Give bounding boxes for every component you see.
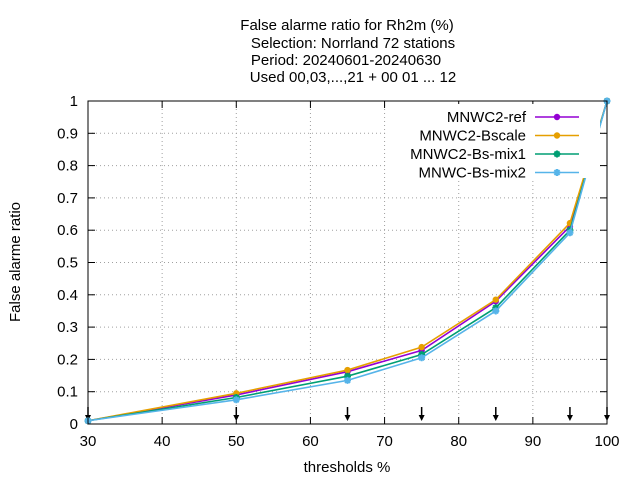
x-tick-label: 30 — [80, 433, 97, 450]
y-tick-label: 0.5 — [57, 255, 78, 272]
chart-title: False alarme ratio for Rh2m (%) Selectio… — [240, 17, 456, 86]
data-point — [492, 296, 499, 303]
data-point — [492, 307, 500, 315]
x-tick-label: 100 — [594, 433, 619, 450]
threshold-marker-arrow — [233, 415, 240, 421]
x-axis-label: thresholds % — [304, 459, 391, 476]
x-tick-label: 50 — [228, 433, 245, 450]
y-tick-label: 0.3 — [57, 319, 78, 336]
title-line-1: False alarme ratio for Rh2m (%) — [240, 17, 453, 34]
data-point — [344, 366, 351, 374]
legend-label: MNWC2-ref — [447, 109, 527, 126]
axis-ticks: 0 0.1 0.2 0.3 0.4 0.5 0.6 0.7 0.8 0.9 1 30 40 50 60 70 8… — [57, 93, 619, 450]
data-point — [566, 229, 574, 237]
title-line-2: Selection: Norrland 72 stations — [251, 35, 455, 52]
threshold-marker-arrow — [566, 415, 573, 421]
x-tick-label: 90 — [525, 433, 542, 450]
threshold-marker-arrow — [418, 415, 425, 421]
legend-item: MNWC2-ref — [447, 109, 579, 126]
legend-marker — [553, 169, 561, 176]
y-axis-label: False alarme ratio — [7, 202, 24, 322]
legend-item: MNWC2-Bscale — [419, 128, 579, 145]
x-tick-label: 70 — [376, 433, 393, 450]
plot-border — [87, 100, 608, 425]
y-tick-label: 0.6 — [57, 222, 78, 239]
data-point — [418, 354, 426, 362]
y-tick-label: 0.1 — [57, 384, 78, 401]
legend-marker — [553, 150, 561, 158]
y-tick-label: 1 — [70, 93, 78, 110]
threshold-marker-arrow — [344, 415, 351, 421]
threshold-marker-arrow — [492, 415, 499, 421]
legend-label: MNWC2-Bs-mix1 — [410, 146, 526, 163]
y-tick-label: 0 — [70, 416, 78, 433]
data-point — [232, 396, 240, 404]
title-line-4: Used 00,03,...,21 + 00 01 ... 12 — [250, 69, 456, 86]
legend-label: MNWC-Bs-mix2 — [419, 165, 526, 182]
legend-item: MNWC2-Bs-mix1 — [410, 146, 579, 163]
legend-marker — [553, 113, 561, 121]
legend-marker — [553, 132, 561, 139]
data-point — [344, 372, 351, 380]
x-tick-label: 40 — [154, 433, 171, 450]
x-tick-label: 80 — [450, 433, 467, 450]
y-tick-label: 0.9 — [57, 125, 78, 142]
data-point — [344, 376, 351, 384]
legend-label: MNWC2-Bscale — [419, 128, 526, 145]
y-tick-label: 0.2 — [57, 351, 78, 368]
title-line-3: Period: 20240601-20240630 — [251, 52, 441, 69]
x-tick-label: 60 — [302, 433, 319, 450]
y-tick-label: 0.7 — [57, 190, 78, 207]
y-tick-label: 0.8 — [57, 158, 78, 175]
legend-item: MNWC-Bs-mix2 — [419, 165, 579, 182]
y-tick-label: 0.4 — [57, 287, 78, 304]
data-point — [418, 343, 425, 351]
